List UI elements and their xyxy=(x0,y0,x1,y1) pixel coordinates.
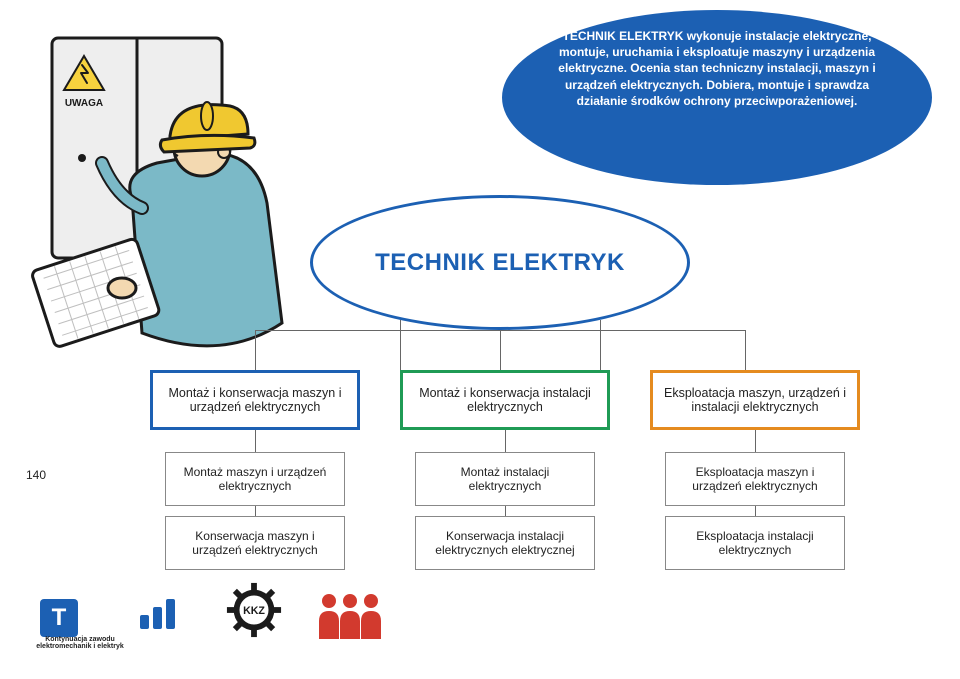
t-badge-letter: T xyxy=(52,604,67,632)
warning-label: UWAGA xyxy=(65,98,103,109)
connector-line xyxy=(400,320,401,370)
sub-box-0-1: Konserwacja maszyn i urządzeń elektryczn… xyxy=(165,516,345,570)
sub-box-0-0: Montaż maszyn i urządzeń elektrycznych xyxy=(165,452,345,506)
title-ellipse: TECHNIK ELEKTRYK xyxy=(310,195,690,330)
footer-icons: T Kontynuacja zawodu elektromechanik i e… xyxy=(40,581,920,651)
title-text: TECHNIK ELEKTRYK xyxy=(375,249,625,277)
connector-line xyxy=(600,320,601,370)
page-number: 140 xyxy=(26,468,46,482)
sub-box-1-1: Konserwacja instalacji elektrycznych ele… xyxy=(415,516,595,570)
connector-line xyxy=(745,330,746,370)
sub-box-1-0: Montaż instalacji elektrycznych xyxy=(415,452,595,506)
connector-line xyxy=(255,330,256,370)
bar-segment xyxy=(166,599,175,629)
bar-segment xyxy=(140,615,149,629)
category-box-0: Montaż i konserwacja maszyn i urządzeń e… xyxy=(150,370,360,430)
kkz-gear-icon: KKZ xyxy=(225,581,283,639)
bar-segment xyxy=(153,607,162,629)
job-description-text: TECHNIK ELEKTRYK wykonuje instalacje ele… xyxy=(542,28,892,109)
sub-box-2-1: Eksploatacja instalacji elektrycznych xyxy=(665,516,845,570)
connector-line xyxy=(255,330,745,331)
category-box-1: Montaż i konserwacja instalacji elektryc… xyxy=(400,370,610,430)
category-box-2: Eksploatacja maszyn, urządzeń i instalac… xyxy=(650,370,860,430)
connector-line xyxy=(500,330,501,370)
t-badge-icon: T Kontynuacja zawodu elektromechanik i e… xyxy=(40,599,78,637)
job-description-bubble: TECHNIK ELEKTRYK wykonuje instalacje ele… xyxy=(502,10,932,185)
t-badge-caption: Kontynuacja zawodu elektromechanik i ele… xyxy=(20,636,140,651)
kkz-label: KKZ xyxy=(243,605,265,617)
electrician-illustration: UWAGA xyxy=(12,18,302,418)
bars-icon xyxy=(140,599,175,629)
sub-box-2-0: Eksploatacja maszyn i urządzeń elektrycz… xyxy=(665,452,845,506)
people-group-icon xyxy=(315,591,385,639)
